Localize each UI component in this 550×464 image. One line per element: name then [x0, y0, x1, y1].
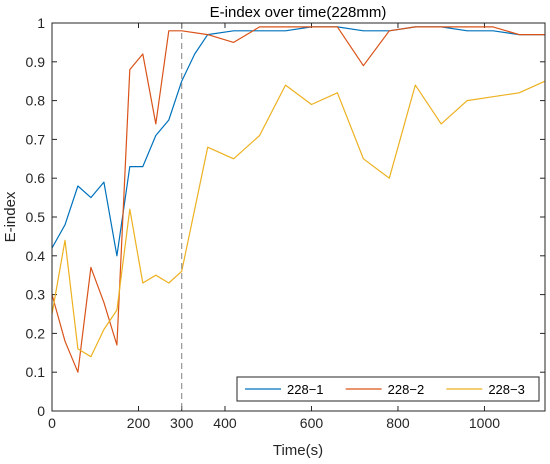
y-tick-label: 0: [37, 403, 45, 419]
chart-title: E-index over time(228mm): [210, 4, 387, 21]
legend-label: 228−1: [287, 382, 324, 397]
y-tick-label: 0.5: [26, 209, 46, 225]
plot-frame: [51, 22, 546, 412]
x-tick-label: 0: [48, 415, 56, 431]
series-line-228-3: [51, 80, 546, 358]
legend-box: [236, 376, 540, 402]
y-tick-label: 0.8: [26, 93, 46, 109]
x-tick-label: 200: [127, 415, 151, 431]
plot-area: [52, 23, 545, 411]
y-tick-label: 0.9: [26, 54, 46, 70]
x-axis-label: Time(s): [273, 442, 323, 459]
y-tick-label: 0.7: [26, 131, 46, 147]
x-tick-label: 600: [300, 415, 324, 431]
x-tick-label: 300: [170, 415, 194, 431]
y-tick-label: 0.1: [26, 364, 46, 380]
y-axis-label: E-index: [2, 191, 19, 242]
legend: 228−1 228−2 228−3: [236, 376, 540, 402]
x-tick-label: 800: [386, 415, 410, 431]
series-layer: [51, 26, 546, 373]
axis-ticks: 0 200 300 400 600 800 1000 0 0.1 0.2 0.3 0.4 0.5 0.6 0…: [26, 15, 545, 431]
y-tick-label: 0.4: [26, 248, 46, 264]
legend-label: 228−2: [388, 382, 425, 397]
series-line-228-2: [51, 26, 545, 373]
y-tick-label: 0.2: [26, 325, 46, 341]
legend-label: 228−3: [488, 382, 525, 397]
y-tick-label: 0.6: [26, 170, 46, 186]
x-tick-label: 1000: [469, 415, 500, 431]
x-tick-label: 400: [213, 415, 237, 431]
y-tick-label: 0.3: [26, 287, 46, 303]
y-tick-label: 1: [37, 15, 45, 31]
